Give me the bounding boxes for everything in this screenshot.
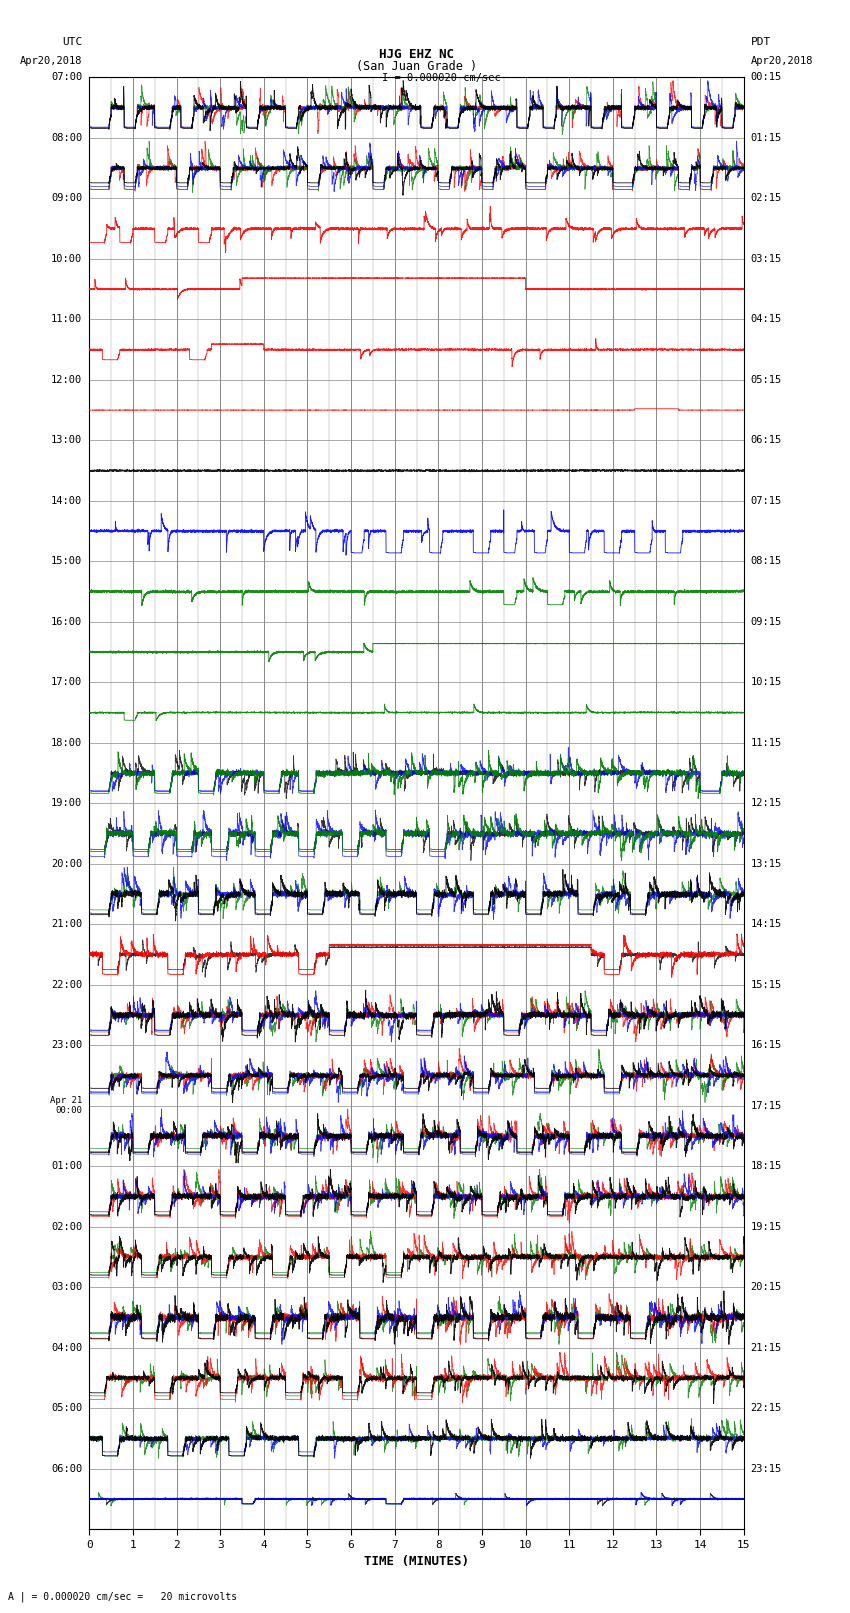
Text: (San Juan Grade ): (San Juan Grade ) bbox=[356, 60, 477, 73]
Text: 23:00: 23:00 bbox=[51, 1040, 82, 1050]
Text: 12:15: 12:15 bbox=[751, 798, 782, 808]
Text: 14:15: 14:15 bbox=[751, 919, 782, 929]
Text: 18:00: 18:00 bbox=[51, 737, 82, 748]
Text: 10:15: 10:15 bbox=[751, 677, 782, 687]
Text: 07:00: 07:00 bbox=[51, 73, 82, 82]
Text: 19:15: 19:15 bbox=[751, 1221, 782, 1232]
Text: 22:15: 22:15 bbox=[751, 1403, 782, 1413]
Text: 00:15: 00:15 bbox=[751, 73, 782, 82]
Text: 01:00: 01:00 bbox=[51, 1161, 82, 1171]
Text: 04:15: 04:15 bbox=[751, 315, 782, 324]
Text: 21:15: 21:15 bbox=[751, 1342, 782, 1353]
Text: 12:00: 12:00 bbox=[51, 374, 82, 386]
Text: 19:00: 19:00 bbox=[51, 798, 82, 808]
Text: 02:15: 02:15 bbox=[751, 194, 782, 203]
Text: 21:00: 21:00 bbox=[51, 919, 82, 929]
Text: 17:15: 17:15 bbox=[751, 1100, 782, 1111]
Text: 15:00: 15:00 bbox=[51, 556, 82, 566]
Text: 20:15: 20:15 bbox=[751, 1282, 782, 1292]
Text: UTC: UTC bbox=[62, 37, 82, 47]
Text: 13:00: 13:00 bbox=[51, 436, 82, 445]
Text: PDT: PDT bbox=[751, 37, 771, 47]
Text: 08:15: 08:15 bbox=[751, 556, 782, 566]
Text: 14:00: 14:00 bbox=[51, 495, 82, 506]
Text: 08:00: 08:00 bbox=[51, 132, 82, 144]
Text: 20:00: 20:00 bbox=[51, 858, 82, 869]
Text: 05:15: 05:15 bbox=[751, 374, 782, 386]
Text: 16:15: 16:15 bbox=[751, 1040, 782, 1050]
Text: A | = 0.000020 cm/sec =   20 microvolts: A | = 0.000020 cm/sec = 20 microvolts bbox=[8, 1590, 238, 1602]
Text: 06:15: 06:15 bbox=[751, 436, 782, 445]
Text: 11:15: 11:15 bbox=[751, 737, 782, 748]
Text: 01:15: 01:15 bbox=[751, 132, 782, 144]
Text: 09:15: 09:15 bbox=[751, 616, 782, 627]
Text: 09:00: 09:00 bbox=[51, 194, 82, 203]
Text: 15:15: 15:15 bbox=[751, 979, 782, 990]
Text: 18:15: 18:15 bbox=[751, 1161, 782, 1171]
Text: Apr20,2018: Apr20,2018 bbox=[20, 56, 82, 66]
X-axis label: TIME (MINUTES): TIME (MINUTES) bbox=[364, 1555, 469, 1568]
Text: 16:00: 16:00 bbox=[51, 616, 82, 627]
Text: 13:15: 13:15 bbox=[751, 858, 782, 869]
Text: 03:15: 03:15 bbox=[751, 253, 782, 265]
Text: 06:00: 06:00 bbox=[51, 1463, 82, 1474]
Text: Apr 21
00:00: Apr 21 00:00 bbox=[50, 1095, 82, 1116]
Text: Apr20,2018: Apr20,2018 bbox=[751, 56, 813, 66]
Text: HJG EHZ NC: HJG EHZ NC bbox=[379, 47, 454, 61]
Text: 05:00: 05:00 bbox=[51, 1403, 82, 1413]
Text: 03:00: 03:00 bbox=[51, 1282, 82, 1292]
Text: 22:00: 22:00 bbox=[51, 979, 82, 990]
Text: 04:00: 04:00 bbox=[51, 1342, 82, 1353]
Text: 02:00: 02:00 bbox=[51, 1221, 82, 1232]
Text: 11:00: 11:00 bbox=[51, 315, 82, 324]
Text: 17:00: 17:00 bbox=[51, 677, 82, 687]
Text: 23:15: 23:15 bbox=[751, 1463, 782, 1474]
Text: 10:00: 10:00 bbox=[51, 253, 82, 265]
Text: 07:15: 07:15 bbox=[751, 495, 782, 506]
Text: I = 0.000020 cm/sec: I = 0.000020 cm/sec bbox=[382, 73, 501, 84]
